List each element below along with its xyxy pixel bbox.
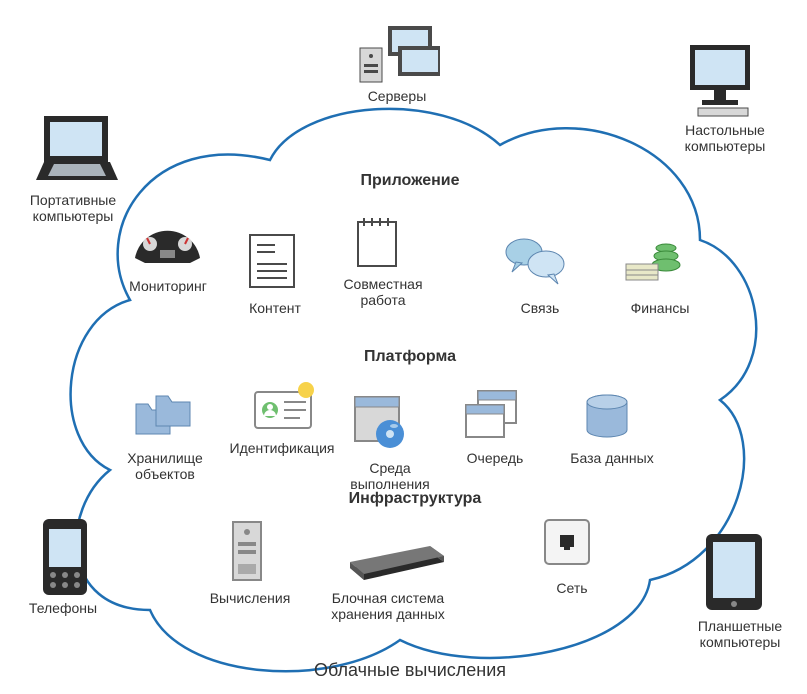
laptop-label: Портативные компьютеры xyxy=(8,192,138,224)
content-icon xyxy=(245,230,300,295)
compute-icon xyxy=(225,518,270,589)
object-store-label: Хранилище объектов xyxy=(115,450,215,482)
network-icon xyxy=(540,515,595,573)
queue-icon xyxy=(460,385,525,446)
identity-label: Идентификация xyxy=(222,440,342,456)
monitoring-label: Мониторинг xyxy=(118,278,218,294)
compute-label: Вычисления xyxy=(200,590,300,606)
section-title-infrastructure: Инфраструктура xyxy=(330,490,500,508)
finance-icon xyxy=(620,228,690,291)
monitoring-icon xyxy=(130,208,205,273)
servers-icon xyxy=(350,18,440,91)
collab-icon xyxy=(350,210,405,275)
network-label: Сеть xyxy=(552,580,592,596)
blockstore-icon xyxy=(340,540,450,588)
runtime-label: Среда выполнения xyxy=(340,460,440,492)
diagram-title: Облачные вычисления xyxy=(300,660,520,681)
tablet-icon xyxy=(700,530,770,618)
phone-label: Телефоны xyxy=(18,600,108,616)
finance-label: Финансы xyxy=(620,300,700,316)
diagram-canvas: Приложение Платформа Инфраструктура Обла… xyxy=(0,0,807,694)
blockstore-label: Блочная система хранения данных xyxy=(308,590,468,622)
content-label: Контент xyxy=(240,300,310,316)
queue-label: Очередь xyxy=(460,450,530,466)
collab-label: Совместная работа xyxy=(328,276,438,308)
section-title-application: Приложение xyxy=(340,172,480,190)
runtime-icon xyxy=(350,392,415,455)
object-store-icon xyxy=(130,390,200,448)
database-label: База данных xyxy=(562,450,662,466)
comm-label: Связь xyxy=(510,300,570,316)
laptop-icon xyxy=(30,110,125,193)
desktop-icon xyxy=(680,40,770,123)
database-icon xyxy=(580,390,635,448)
desktop-label: Настольные компьютеры xyxy=(660,122,790,154)
section-title-platform: Платформа xyxy=(350,348,470,366)
identity-icon xyxy=(250,380,320,438)
tablet-label: Планшетные компьютеры xyxy=(680,618,800,650)
servers-label: Серверы xyxy=(352,88,442,104)
comm-icon xyxy=(500,230,570,293)
phone-icon xyxy=(35,515,95,603)
